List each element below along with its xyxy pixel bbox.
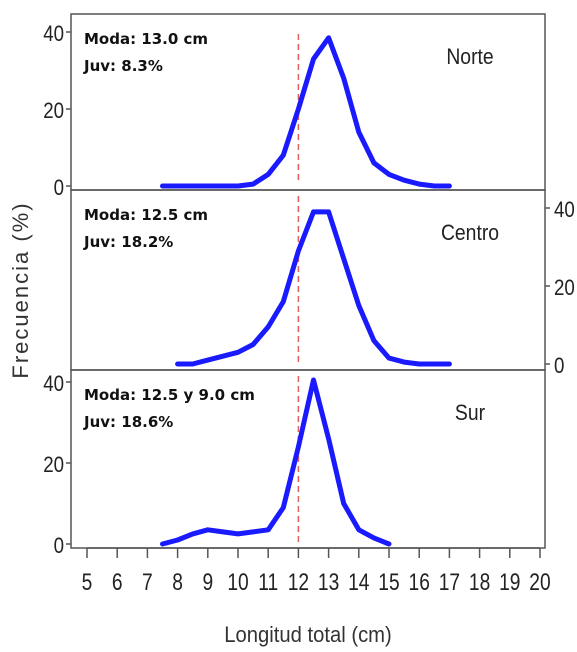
region-label: Centro [441, 221, 499, 245]
x-tick-label: 14 [348, 568, 369, 596]
region-label: Sur [455, 401, 485, 425]
annotation-moda: Moda: 12.5 cm [84, 206, 208, 224]
x-tick-label: 18 [469, 568, 490, 596]
y-tick-label: 40 [43, 373, 64, 397]
y-tick-label: 20 [554, 277, 575, 301]
x-tick-label: 7 [142, 568, 153, 596]
x-tick-label: 6 [112, 568, 123, 596]
annotation-juv: Juv: 18.2% [83, 233, 173, 251]
series-line [175, 209, 452, 367]
x-tick-label: 5 [82, 568, 93, 596]
y-tick-label: 0 [554, 355, 564, 379]
x-tick-label: 9 [202, 568, 213, 596]
y-tick-label: 20 [43, 100, 64, 124]
panel-centro: 0 20 40 Moda: 12.5 cm Juv: 18.2% Centro [70, 189, 575, 379]
y-tick-label: 40 [554, 199, 575, 223]
annotation-juv: Juv: 8.3% [83, 57, 163, 75]
panels-group: 0 20 40 Moda: 13.0 cm Juv: 8.3% Norte 0 20 40 Mod… [43, 13, 575, 559]
x-tick-label: 10 [227, 568, 248, 596]
y-tick-label: 0 [54, 177, 64, 201]
y-tick-label: 40 [43, 23, 64, 47]
y-tick-label: 20 [43, 454, 64, 478]
panel-sur: 0 20 40 Moda: 12.5 y 9.0 cm Juv: 18.6% Sur [43, 369, 546, 559]
y-axis-title: Frecuencia (%) [8, 201, 33, 378]
annotation-juv: Juv: 18.6% [83, 413, 173, 431]
x-tick-label: 16 [409, 568, 430, 596]
x-axis: 5 6 7 8 9 10 11 12 13 14 15 16 17 18 19 20 [82, 547, 551, 596]
y-tick-label: 0 [54, 535, 64, 559]
panel-norte: 0 20 40 Moda: 13.0 cm Juv: 8.3% Norte [43, 13, 546, 201]
x-tick-label: 17 [439, 568, 460, 596]
series-line [160, 35, 452, 189]
x-axis-title: Longitud total (cm) [224, 623, 392, 647]
annotation-moda: Moda: 13.0 cm [84, 30, 208, 48]
x-tick-label: 12 [288, 568, 309, 596]
region-label: Norte [446, 45, 493, 69]
x-tick-label: 20 [529, 568, 550, 596]
annotation-moda: Moda: 12.5 y 9.0 cm [84, 386, 255, 404]
x-tick-label: 13 [318, 568, 339, 596]
x-tick-label: 11 [258, 568, 278, 596]
x-tick-label: 8 [172, 568, 183, 596]
x-tick-label: 15 [378, 568, 399, 596]
x-tick-label: 19 [499, 568, 520, 596]
series-line [160, 377, 392, 547]
